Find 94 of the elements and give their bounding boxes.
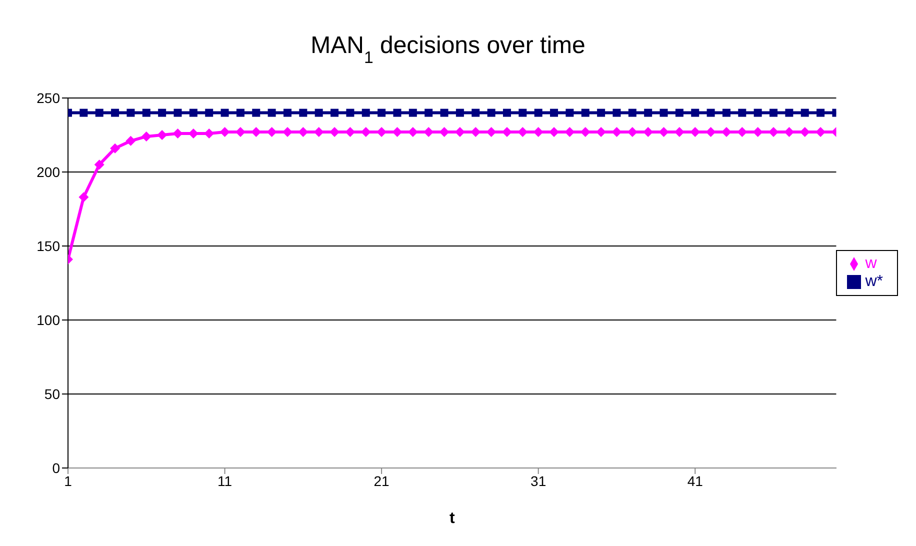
point — [314, 108, 323, 117]
point — [675, 108, 684, 117]
point — [95, 108, 104, 117]
x-tick-label: 41 — [687, 472, 704, 489]
point — [393, 108, 402, 117]
point — [534, 108, 542, 117]
point — [142, 108, 150, 117]
point — [770, 108, 778, 117]
point — [378, 108, 386, 117]
point — [110, 143, 120, 154]
chart-title: MAN$_{1}$ decisions over time — [310, 32, 586, 66]
point — [706, 108, 715, 117]
point — [660, 108, 668, 117]
point — [298, 127, 308, 138]
point — [691, 108, 700, 117]
point — [346, 108, 354, 117]
legend-label: w* — [865, 273, 883, 290]
point — [706, 127, 716, 138]
point — [533, 127, 544, 138]
point — [566, 108, 574, 117]
point — [470, 127, 481, 138]
point — [597, 108, 606, 117]
point — [362, 108, 370, 117]
point — [785, 108, 794, 117]
point — [80, 108, 88, 117]
point — [644, 108, 652, 117]
point — [220, 108, 229, 117]
point — [472, 108, 480, 117]
x-axis-title: t — [449, 510, 456, 527]
point — [126, 136, 136, 146]
point — [330, 108, 339, 117]
point — [408, 108, 417, 117]
point — [111, 108, 120, 117]
point — [752, 127, 763, 138]
point — [486, 127, 496, 138]
x-tick-label: 11 — [218, 472, 232, 489]
y-tick-label: 150 — [36, 238, 60, 254]
point — [283, 108, 292, 117]
x-tick-label: 31 — [530, 472, 546, 489]
y-tick-label: 200 — [36, 164, 60, 180]
point — [345, 127, 356, 138]
y-tick-label: 100 — [36, 312, 60, 328]
x-tick-label: 21 — [374, 472, 390, 489]
point — [172, 128, 183, 139]
point — [612, 127, 622, 138]
point — [252, 108, 260, 117]
point — [564, 127, 575, 138]
point — [722, 108, 730, 117]
point — [236, 108, 244, 117]
legend-label: w — [865, 255, 877, 272]
point — [754, 108, 762, 117]
point — [266, 127, 277, 138]
point — [518, 127, 528, 138]
point — [141, 131, 152, 142]
point — [157, 130, 168, 140]
point — [78, 192, 89, 202]
point — [800, 108, 809, 117]
point — [580, 127, 590, 138]
point — [628, 108, 636, 117]
point — [690, 127, 700, 138]
point — [816, 108, 825, 117]
point — [189, 108, 198, 117]
point — [800, 127, 810, 138]
point — [94, 160, 104, 170]
point — [581, 108, 590, 117]
point — [392, 127, 402, 138]
point — [205, 108, 214, 117]
point — [174, 108, 182, 117]
y-tick-label: 250 — [36, 90, 60, 106]
point — [424, 108, 433, 117]
point — [314, 127, 324, 138]
point — [440, 108, 448, 117]
point — [612, 108, 621, 117]
point — [360, 127, 371, 138]
point — [738, 108, 746, 117]
y-tick-label: 50 — [44, 386, 60, 402]
point — [220, 127, 230, 138]
point — [658, 127, 669, 138]
point — [299, 108, 308, 117]
point — [502, 108, 511, 117]
point — [158, 108, 166, 117]
y-tick-label: 0 — [52, 460, 60, 476]
point — [518, 108, 527, 117]
point — [439, 127, 450, 138]
point — [550, 108, 558, 117]
point — [268, 108, 276, 117]
point — [204, 128, 214, 139]
point — [126, 108, 135, 117]
point — [251, 127, 262, 138]
x-tick-label: 1 — [64, 472, 72, 489]
point — [456, 108, 464, 117]
point — [737, 127, 748, 138]
point — [784, 127, 794, 138]
point — [487, 108, 496, 117]
